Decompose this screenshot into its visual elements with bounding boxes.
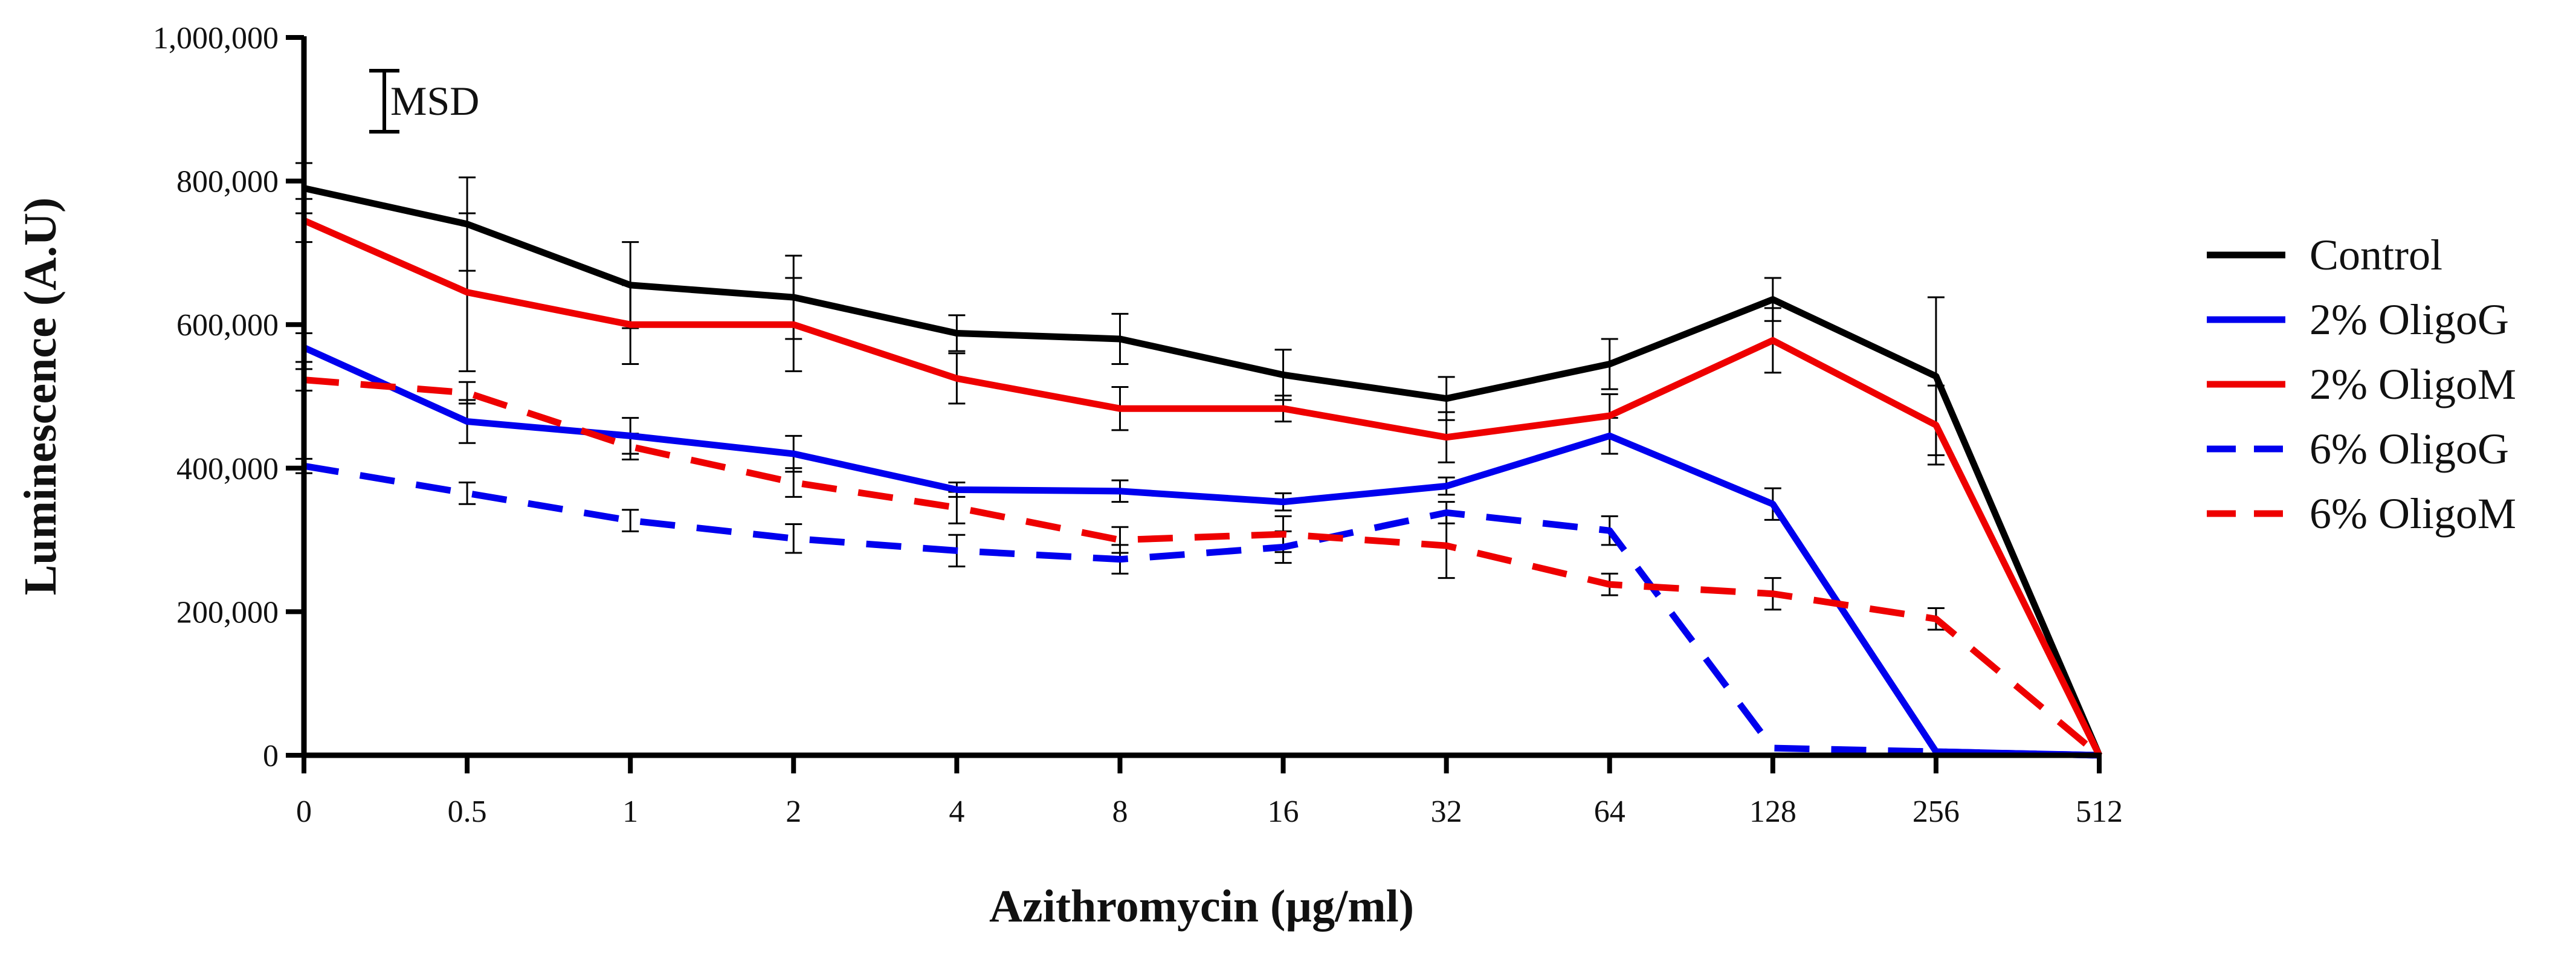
y-tick-label: 200,000 (176, 595, 279, 630)
x-axis-title: Azithromycin (µg/ml) (989, 881, 1414, 932)
series-line-2-oligom (302, 217, 2102, 757)
axes: 0 200,000 400,000 600,000 800,000 1,000,000 0 0… (15, 21, 2123, 932)
x-tick-label: 1 (622, 795, 638, 829)
series-line-control (303, 185, 2103, 757)
series-line-6-oligog (303, 462, 2100, 759)
y-tick-label: 400,000 (176, 452, 279, 486)
legend-label: 2% OligoM (2310, 360, 2516, 408)
x-tick-label: 0.5 (448, 795, 487, 829)
legend-label: Control (2310, 231, 2442, 279)
series-line-2-oligog (302, 344, 2100, 759)
y-tick-label: 800,000 (176, 165, 279, 199)
x-tick-label: 16 (1268, 795, 1299, 829)
x-tick-label: 512 (2076, 795, 2123, 829)
msd-label: MSD (390, 78, 479, 124)
y-tick-label: 0 (263, 739, 279, 773)
x-tick-label: 32 (1431, 795, 1462, 829)
y-tick-label: 1,000,000 (153, 21, 279, 56)
x-tick-label: 128 (1749, 795, 1796, 829)
x-tick-label: 2 (786, 795, 801, 829)
y-tick-label: 600,000 (176, 308, 279, 343)
msd-annotation: MSD (369, 69, 479, 134)
legend-label: 6% OligoG (2310, 425, 2509, 473)
legend-label: 2% OligoG (2310, 295, 2509, 344)
x-tick-label: 8 (1112, 795, 1128, 829)
x-tick-label: 64 (1594, 795, 1625, 829)
legend-label: 6% OligoM (2310, 489, 2516, 538)
legend: Control 2% OligoG 2% OligoM 6% OligoG 6% Oli… (2207, 231, 2516, 538)
x-tick-label: 4 (949, 795, 964, 829)
x-tick-label: 256 (1913, 795, 1960, 829)
y-axis-title: Luminescence (A.U) (15, 198, 66, 596)
series-line-6-oligom (303, 376, 2102, 758)
x-tick-label: 0 (296, 795, 312, 829)
series-lines (302, 185, 2103, 759)
